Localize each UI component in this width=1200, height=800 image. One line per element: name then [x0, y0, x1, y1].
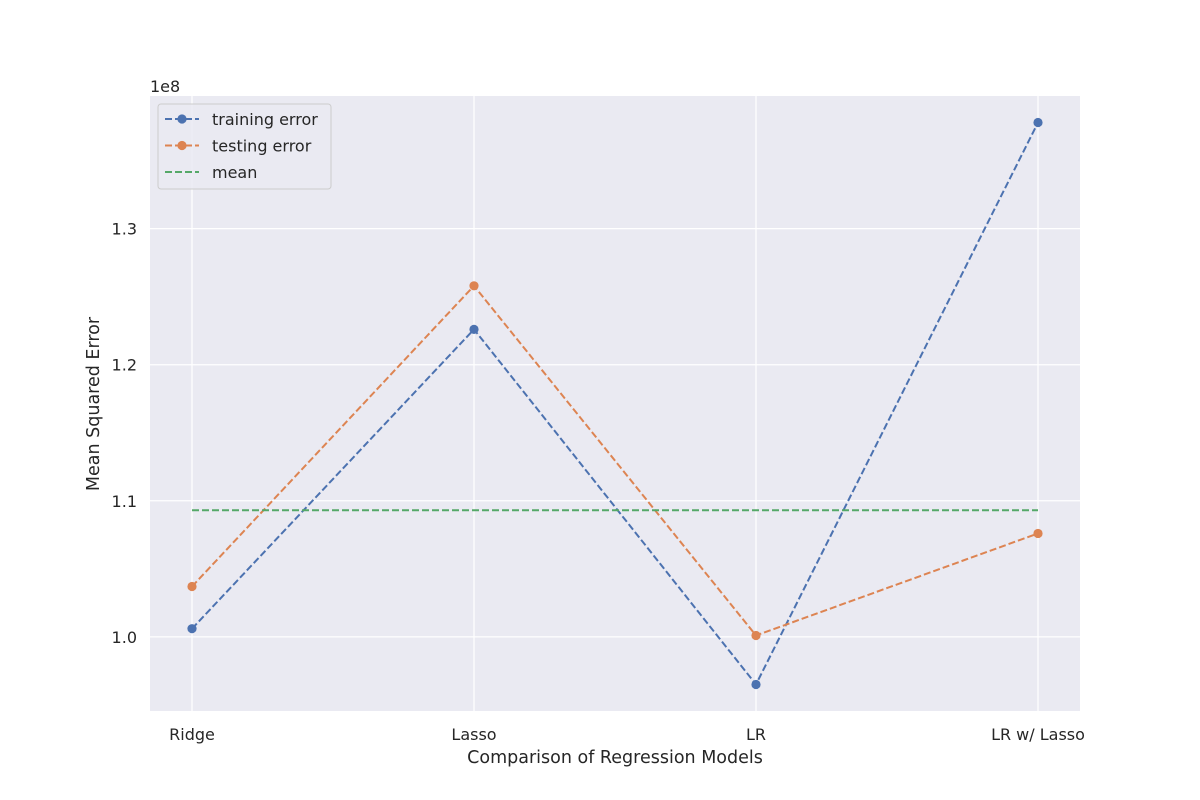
y-tick-labels: 1.0 1.1 1.2 1.3 [112, 220, 137, 647]
legend: training error testing error mean [157, 103, 332, 190]
series-testing-error [187, 281, 1043, 641]
data-point [751, 679, 761, 690]
data-point [187, 624, 197, 634]
legend-marker [177, 114, 187, 124]
legend-label: mean [212, 163, 257, 182]
data-point [1033, 528, 1043, 539]
series-training-error [187, 117, 1043, 690]
x-tick-label: LR [746, 725, 766, 744]
data-point [751, 630, 761, 641]
series-line [191, 122, 1039, 687]
x-tick-label: Ridge [169, 725, 215, 744]
legend-frame [157, 103, 332, 190]
legend-marker [177, 140, 187, 151]
x-tick-labels: Ridge Lasso LR LR w/ Lasso [169, 725, 1085, 744]
y-tick-label: 1.1 [112, 492, 137, 511]
legend-label: training error [212, 110, 318, 129]
plot-area [150, 96, 1080, 711]
y-offset-label: 1e8 [150, 77, 180, 96]
data-point [469, 324, 479, 334]
series-layer [187, 117, 1043, 690]
x-tick-label: LR w/ Lasso [991, 725, 1085, 744]
data-point [187, 581, 197, 592]
x-axis-title: Comparison of Regression Models [467, 748, 763, 768]
y-axis-title: Mean Squared Error [84, 316, 104, 491]
legend-label: testing error [212, 137, 312, 156]
series-line [191, 284, 1039, 637]
data-point [1033, 117, 1043, 128]
y-tick-label: 1.2 [112, 356, 137, 375]
grid [150, 96, 1080, 711]
y-tick-label: 1.0 [112, 628, 137, 647]
data-point [469, 281, 479, 291]
x-tick-label: Lasso [451, 725, 496, 744]
y-tick-label: 1.3 [112, 220, 137, 239]
